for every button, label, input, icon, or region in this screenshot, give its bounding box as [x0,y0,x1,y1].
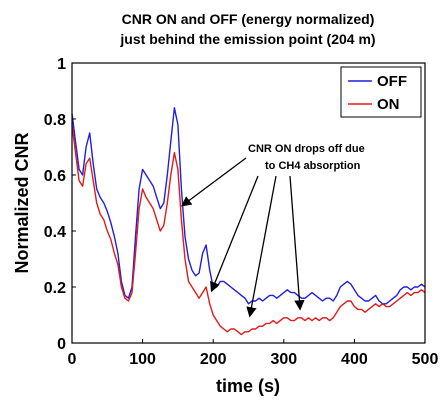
y-tick-label: 0.4 [44,224,66,241]
annotation-arrow-4 [289,175,305,311]
annotation-arrow-1 [180,157,247,207]
series-line-off [71,107,426,305]
series-line-on [71,124,426,336]
y-tick-label: 0.2 [44,280,66,297]
x-tick-label: 400 [341,351,368,368]
y-tick-label: 0.6 [44,168,66,185]
annotation-text-line1: CNR ON drops off due [248,143,365,155]
x-tick-label: 500 [412,351,439,368]
x-axis-label: time (s) [216,376,280,396]
y-tick-label: 0.8 [44,112,66,129]
annotation-arrow-3 [246,175,277,318]
y-tick-label: 0 [57,336,66,353]
series-layer [71,107,426,336]
y-tick-label: 1 [57,56,66,73]
tick-layer: 0 100 200 300 400 500 0 0.2 0.4 0.6 0.8 1 [44,56,439,368]
y-axis-label: Normalized CNR [12,132,32,273]
annotation-arrow-2 [210,175,259,293]
chart-title-line1: CNR ON and OFF (energy normalized) [122,11,375,27]
legend-box [340,66,422,118]
annotation: CNR ON drops off due to CH4 absorption [180,143,365,318]
x-tick-label: 0 [68,351,77,368]
legend-label-off: OFF [377,73,407,90]
annotation-text-line2: to CH4 absorption [265,160,361,172]
x-tick-label: 300 [270,351,297,368]
chart-title-line2: just behind the emission point (204 m) [119,31,375,47]
plot-frame [71,62,426,344]
x-tick-label: 100 [129,351,156,368]
x-tick-label: 200 [200,351,227,368]
legend: OFF ON [340,66,422,118]
legend-label-on: ON [377,96,400,113]
